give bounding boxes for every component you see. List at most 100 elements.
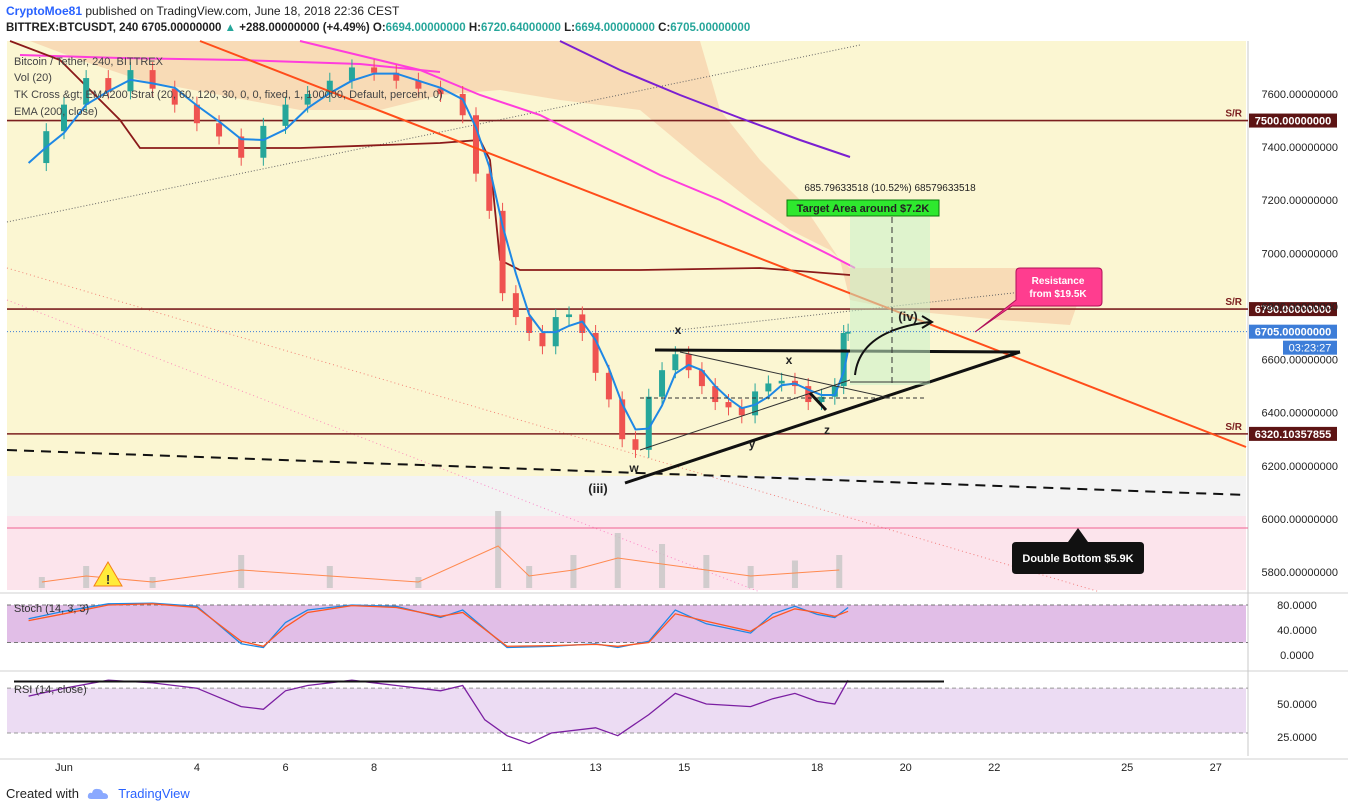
volume-bar bbox=[83, 566, 90, 588]
stoch-tick-label: 80.0000 bbox=[1277, 600, 1317, 612]
rsi-tick-label: 50.0000 bbox=[1277, 699, 1317, 711]
triangle-lower bbox=[639, 379, 851, 451]
candle-body bbox=[512, 293, 519, 318]
x-tick-label: 11 bbox=[501, 762, 512, 774]
candle-body bbox=[778, 380, 785, 384]
sr-tag: S/R bbox=[1225, 297, 1242, 308]
price-tick-label: 5800.00000000 bbox=[1262, 567, 1338, 579]
rsi-title: RSI (14, close) bbox=[14, 684, 87, 696]
volume-bar bbox=[570, 555, 577, 588]
candle-body bbox=[171, 88, 178, 105]
candle-body bbox=[105, 78, 112, 92]
sr-tag: S/R bbox=[1225, 109, 1242, 120]
price-tick-label: 7400.00000000 bbox=[1262, 142, 1338, 154]
volume-bar bbox=[703, 555, 710, 588]
candle-body bbox=[659, 370, 666, 397]
x-tick-label: 27 bbox=[1210, 762, 1222, 774]
wave-label-iii: (iii) bbox=[588, 481, 608, 496]
candle-body bbox=[632, 439, 639, 450]
dotted-trendline bbox=[6, 44, 861, 223]
ema-line bbox=[19, 54, 441, 73]
measure-label: 685.79633518 (10.52%) 68579633518 bbox=[804, 183, 976, 194]
x-tick-label: 25 bbox=[1121, 762, 1133, 774]
price-tick-label: 6200.00000000 bbox=[1262, 461, 1338, 473]
candle-body bbox=[645, 396, 652, 450]
candle-body bbox=[605, 372, 612, 400]
legend-ema: EMA (200, close) bbox=[14, 106, 98, 118]
stoch-tick-label: 40.0000 bbox=[1277, 625, 1317, 637]
candle-body bbox=[260, 125, 267, 158]
close-value: 6705.00000000 bbox=[670, 22, 751, 34]
candle-body bbox=[61, 104, 67, 132]
candle-body bbox=[831, 386, 838, 397]
wave-label-x2: x bbox=[786, 353, 793, 367]
volume-bar bbox=[495, 511, 502, 588]
volume-bar bbox=[614, 533, 621, 588]
rsi-band bbox=[7, 688, 1246, 734]
wave-label-w: w bbox=[628, 461, 639, 475]
symbol-line: BITTREX:BTCUSDT, 240 bbox=[6, 22, 139, 34]
open-label: O: bbox=[372, 22, 386, 34]
stoch-tick-label: 0.0000 bbox=[1280, 650, 1314, 662]
candle-body bbox=[304, 94, 311, 105]
candle-body bbox=[619, 399, 626, 440]
candle-body bbox=[566, 314, 573, 318]
legend-tk-cross: TK Cross &gt; EMA200 Strat (20, 60, 120,… bbox=[14, 89, 443, 101]
author-name[interactable]: CryptoMoe81 bbox=[6, 4, 83, 18]
descending-trendline bbox=[199, 40, 1247, 448]
candle-body bbox=[526, 317, 533, 333]
published-text: published on TradingView.com, June 18, 2… bbox=[85, 4, 400, 18]
countdown-tag bbox=[1283, 340, 1337, 355]
double-bottom-callout-text: Double Bottom $5.9K bbox=[1022, 553, 1133, 565]
price-tick-label: 6800.00000000 bbox=[1262, 301, 1338, 313]
volume-bar bbox=[791, 560, 798, 588]
price-change: +288.00000000 (+4.49%) bbox=[239, 22, 370, 34]
projection-arc bbox=[854, 321, 931, 376]
candle-body bbox=[499, 210, 506, 294]
candle-body bbox=[393, 72, 400, 81]
candle-body bbox=[459, 94, 466, 116]
target-area-label: Target Area around $7.2K bbox=[797, 203, 930, 215]
symbol-header: BITTREX:BTCUSDT, 240 6705.00000000 ▲ +28… bbox=[6, 22, 750, 34]
candle-body bbox=[149, 70, 156, 89]
long-dashed-support bbox=[6, 449, 1247, 496]
x-tick-label: 18 bbox=[811, 762, 823, 774]
candle-body bbox=[672, 354, 679, 371]
open-value: 6694.00000000 bbox=[385, 22, 466, 34]
candle-body bbox=[738, 407, 745, 416]
x-tick-label: 8 bbox=[371, 762, 377, 774]
x-tick-label: 15 bbox=[678, 762, 690, 774]
candle-body bbox=[415, 80, 422, 89]
candle-body bbox=[712, 386, 719, 403]
sr-price-label: 6790.00000000 bbox=[1255, 304, 1331, 316]
volume-bar bbox=[747, 566, 754, 588]
warning-icon bbox=[93, 561, 123, 587]
publish-header: CryptoMoe81 published on TradingView.com… bbox=[6, 4, 399, 18]
candle-body bbox=[472, 115, 479, 174]
price-tick-label: 6400.00000000 bbox=[1262, 408, 1338, 420]
volume-bar bbox=[526, 566, 533, 588]
rsi-line bbox=[28, 679, 849, 745]
tradingview-brand-link[interactable]: TradingView bbox=[118, 786, 190, 801]
sr-price-label: 6320.10357855 bbox=[1255, 429, 1331, 441]
candle-body bbox=[539, 333, 546, 347]
x-tick-label: 6 bbox=[282, 762, 288, 774]
candle-body bbox=[83, 78, 90, 105]
candle-body bbox=[486, 173, 493, 211]
double-bottom-callout-bg bbox=[1012, 528, 1144, 574]
volume-bar bbox=[326, 566, 333, 588]
candle-body bbox=[193, 104, 200, 124]
footer: Created with TradingView bbox=[6, 786, 190, 801]
candle-body bbox=[326, 80, 333, 94]
wave-label-x1: x bbox=[675, 323, 682, 337]
wave-label-y: y bbox=[749, 437, 756, 451]
high-value: 6720.64000000 bbox=[480, 22, 561, 34]
candle-body bbox=[685, 354, 692, 371]
candle-body bbox=[592, 333, 599, 373]
candle-body bbox=[437, 88, 444, 94]
candle-body bbox=[216, 123, 223, 137]
sr-price-tag bbox=[1249, 113, 1337, 128]
low-value: 6694.00000000 bbox=[574, 22, 655, 34]
projection-arrowhead bbox=[921, 315, 934, 329]
